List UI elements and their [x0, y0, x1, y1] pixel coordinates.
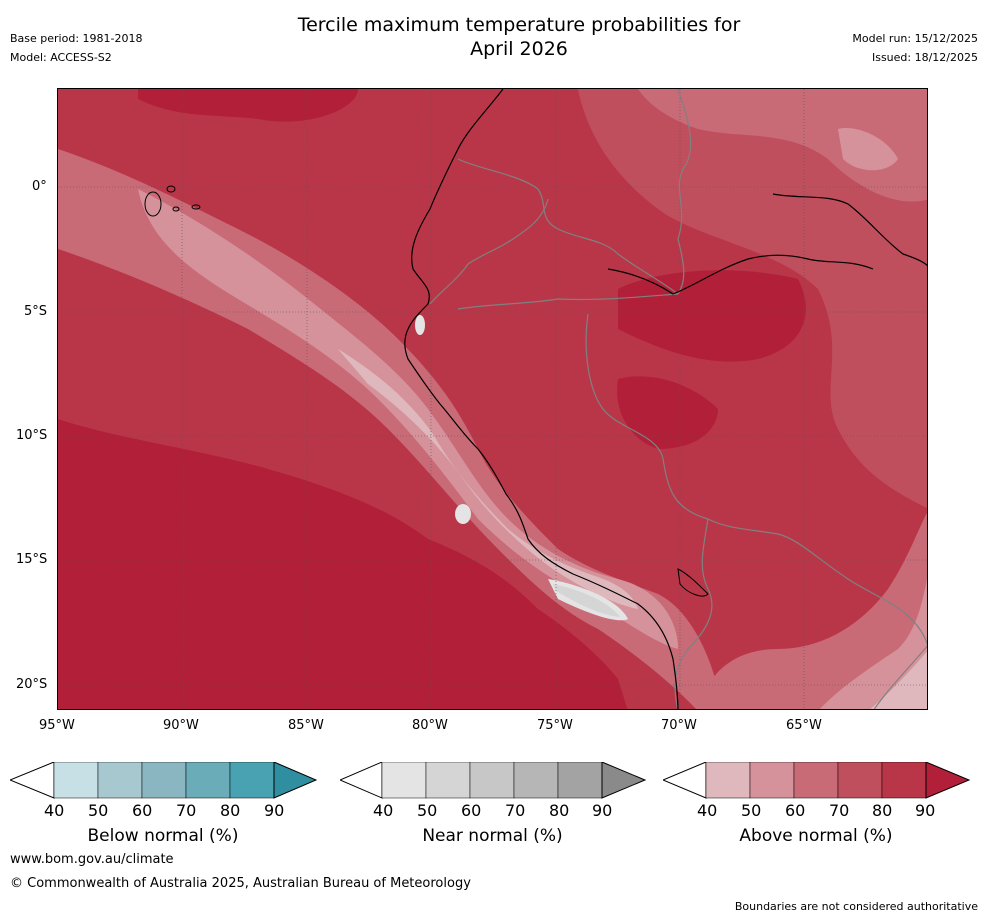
colorbar-above-bin: [881, 762, 927, 799]
colorbar-above-label: Above normal (%): [739, 826, 893, 846]
colorbar-below-tick-70: 70: [176, 801, 197, 820]
region-near-40-north-peru: [415, 315, 425, 335]
region-above-90-east: [618, 270, 806, 362]
region-above-90-ocean: [58, 419, 628, 709]
lon-label-75w: 75°W: [537, 718, 573, 733]
coastline: [404, 89, 927, 709]
colorbar-below-lower-arrow: [10, 762, 55, 799]
lat-label-5s: 5°S: [24, 304, 48, 319]
graticule: [58, 89, 927, 709]
colorbar-below-tick-90: 90: [264, 801, 285, 820]
page-title: Tercile maximum temperature probabilitie…: [244, 13, 794, 61]
footer-copyright: © Commonwealth of Australia 2025, Austra…: [10, 876, 471, 891]
colorbar-above-tick-40: 40: [697, 801, 718, 820]
model-run-text: Model run: 15/12/2025: [852, 32, 978, 45]
colorbar-below: [10, 762, 318, 799]
colorbar-above-bin: [793, 762, 839, 799]
region-near-40-peru: [455, 504, 471, 524]
colorbar-below-tick-50: 50: [88, 801, 109, 820]
colorbar-near-bin: [381, 762, 427, 799]
probability-map: [57, 88, 928, 710]
region-above-90-north: [138, 89, 358, 122]
colorbar-below-bin: [229, 762, 275, 799]
colorbar-near-tick-90: 90: [592, 801, 613, 820]
region-near-50-south: [553, 584, 620, 617]
colorbar-near: [340, 762, 647, 799]
colorbar-below-label: Below normal (%): [87, 826, 239, 846]
region-above-40-band: [338, 349, 638, 609]
colorbar-above-tick-60: 60: [785, 801, 806, 820]
colorbar-below-upper-arrow: [273, 762, 318, 799]
lon-label-65w: 65°W: [786, 718, 822, 733]
colorbar-below-bin: [141, 762, 187, 799]
colorbar-near-bin: [557, 762, 603, 799]
colorbar-below-bin: [53, 762, 99, 799]
region-above-60-northeast: [638, 89, 927, 202]
colorbar-near-bin: [513, 762, 559, 799]
title-line-2: April 2026: [470, 38, 568, 60]
footer-url[interactable]: www.bom.gov.au/climate: [10, 852, 174, 867]
lat-label-0: 0°: [32, 179, 47, 194]
title-line-1: Tercile maximum temperature probabilitie…: [297, 14, 741, 36]
colorbar-below-bin: [97, 762, 143, 799]
country-borders: [429, 89, 927, 709]
galapagos-islands: [144, 185, 201, 217]
colorbar-above-tick-50: 50: [741, 801, 762, 820]
lon-label-70w: 70°W: [661, 718, 697, 733]
colorbar-near-upper-arrow: [601, 762, 647, 799]
region-above-90-inland: [617, 376, 718, 449]
colorbar-above-bin: [837, 762, 883, 799]
lat-label-10s: 10°S: [16, 428, 48, 443]
map-canvas: [58, 89, 927, 709]
colorbar-above-tick-90: 90: [915, 801, 936, 820]
colorbar-near-tick-40: 40: [373, 801, 394, 820]
lat-label-15s: 15°S: [16, 552, 48, 567]
colorbar-below-tick-80: 80: [220, 801, 241, 820]
colorbar-below-bin: [185, 762, 231, 799]
colorbar-near-tick-70: 70: [505, 801, 526, 820]
region-above-70-northeast: [578, 89, 927, 509]
region-above-40-southeast: [870, 651, 927, 709]
colorbar-near-tick-50: 50: [417, 801, 438, 820]
lon-label-95w: 95°W: [39, 718, 75, 733]
colorbar-near-bin: [469, 762, 515, 799]
colorbar-near-lower-arrow: [340, 762, 383, 799]
colorbar-above-lower-arrow: [663, 762, 707, 799]
issued-text: Issued: 18/12/2025: [871, 51, 978, 64]
colorbar-above-tick-80: 80: [872, 801, 893, 820]
colorbar-above-upper-arrow: [925, 762, 971, 799]
region-above-60-southeast: [698, 512, 927, 709]
colorbar-near-label: Near normal (%): [422, 826, 563, 846]
colorbar-above: [663, 762, 971, 799]
lon-label-80w: 80°W: [412, 718, 448, 733]
colorbar-near-bin: [425, 762, 471, 799]
colorbar-below-tick-40: 40: [44, 801, 65, 820]
colorbar-near-tick-80: 80: [549, 801, 570, 820]
region-above-50-northeast: [838, 128, 898, 171]
colorbar-near-tick-60: 60: [461, 801, 482, 820]
lon-label-90w: 90°W: [163, 718, 199, 733]
lake-titicaca: [677, 568, 709, 597]
colorbar-above-tick-70: 70: [829, 801, 850, 820]
lon-label-85w: 85°W: [288, 718, 324, 733]
colorbar-above-bin: [705, 762, 751, 799]
model-text: Model: ACCESS-S2: [10, 51, 112, 64]
footer-disclaimer: Boundaries are not considered authoritat…: [734, 900, 978, 913]
base-period-text: Base period: 1981-2018: [10, 32, 143, 45]
colorbar-above-bin: [749, 762, 795, 799]
colorbar-below-tick-60: 60: [132, 801, 153, 820]
lat-label-20s: 20°S: [16, 677, 48, 692]
region-above-50-band: [138, 189, 678, 649]
